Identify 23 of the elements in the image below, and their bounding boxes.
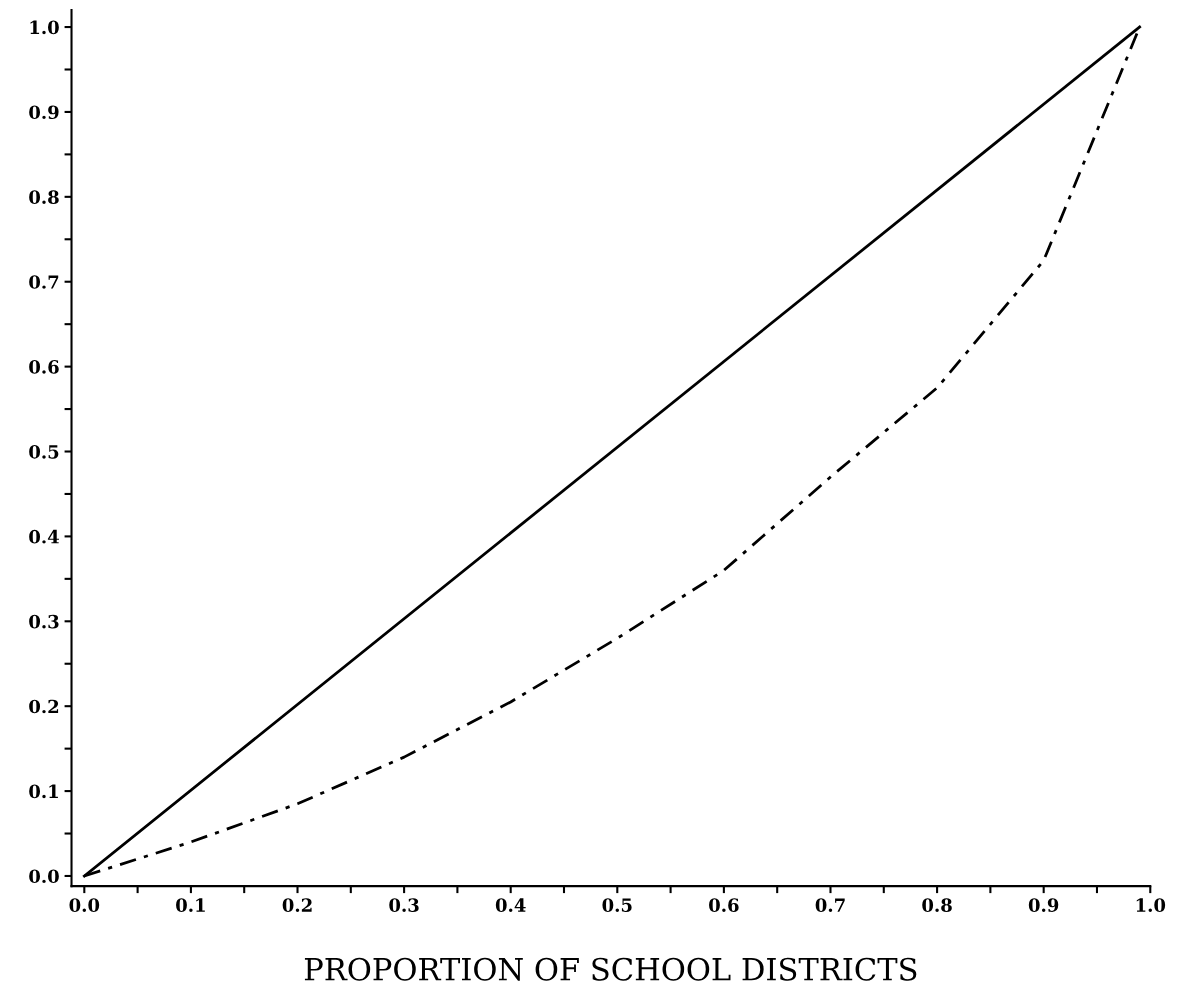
x-tick-label: 0.4	[495, 898, 526, 912]
y-tick-label: 0.7	[29, 275, 59, 289]
y-tick-label: 0.5	[29, 444, 59, 459]
y-tick-label: 0.6	[29, 360, 59, 374]
x-tick-label: 0.1	[176, 898, 205, 912]
x-tick-label: 0.2	[282, 898, 312, 912]
x-axis-title: PROPORTION OF SCHOOL DISTRICTS	[304, 957, 917, 981]
x-tick-label: 0.9	[1028, 898, 1059, 912]
y-tick-label: 0.3	[29, 614, 59, 629]
y-tick-label: 0.0	[29, 869, 59, 884]
x-tick-label: 0.3	[389, 898, 419, 912]
y-tick-label: 0.8	[29, 190, 59, 204]
y-tick-label: 0.1	[29, 784, 58, 799]
y-tick-label: 0.2	[29, 699, 59, 714]
x-tick-label: 0.8	[922, 898, 952, 912]
x-tick-label: 0.6	[709, 898, 739, 912]
x-tick-label: 0.7	[815, 898, 845, 912]
x-tick-label: 1.0	[1136, 898, 1166, 912]
y-tick-label: 1.0	[30, 20, 59, 35]
y-tick-label: 0.9	[29, 105, 59, 120]
x-tick-label: 0.5	[602, 898, 632, 912]
y-tick-label: 0.4	[29, 529, 59, 544]
x-tick-label: 0.0	[69, 898, 100, 912]
